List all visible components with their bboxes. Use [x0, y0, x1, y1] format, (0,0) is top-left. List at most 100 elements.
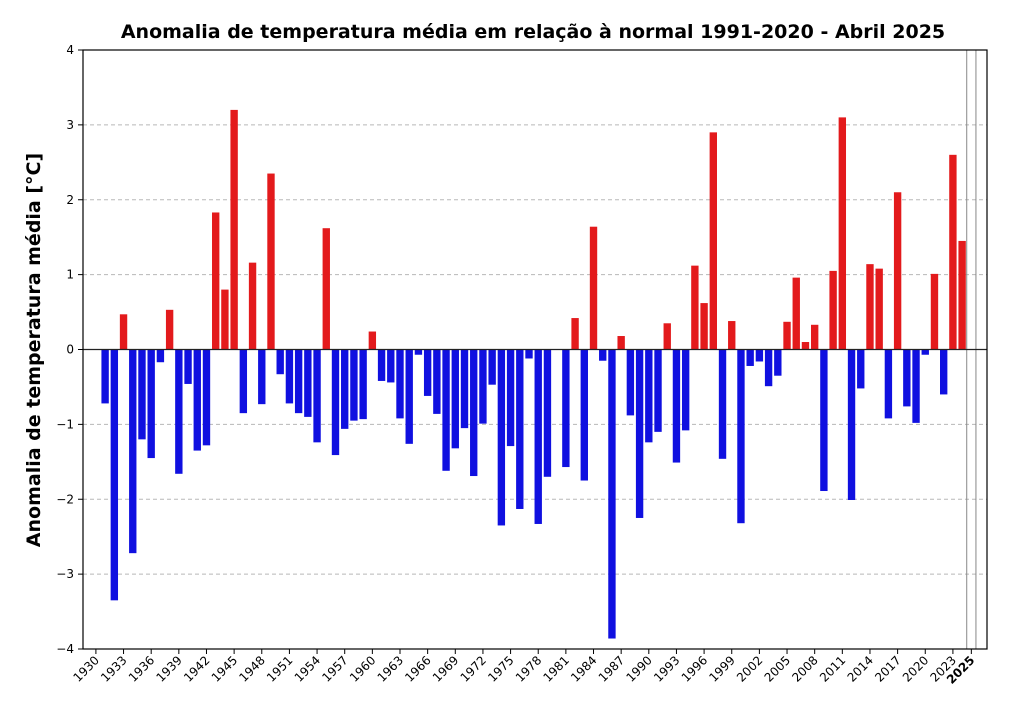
y-tick-label: −2: [56, 492, 74, 506]
x-tick-label: 1960: [347, 653, 378, 684]
bar-1945: [230, 109, 238, 350]
y-tick-label: 1: [66, 268, 74, 282]
bar-1988: [626, 349, 635, 416]
bar-2005: [783, 321, 791, 350]
bar-1937: [156, 349, 165, 363]
bar-1973: [488, 349, 496, 385]
bar-1954: [313, 349, 321, 443]
x-tick-label: 1966: [402, 653, 433, 684]
bar-2009: [820, 349, 828, 492]
bar-2010: [829, 270, 837, 350]
bar-1997: [709, 132, 717, 350]
bar-1948: [258, 349, 266, 405]
x-tick-label: 1996: [679, 653, 710, 684]
y-tick-label: −4: [56, 642, 74, 656]
bar-1965: [414, 349, 423, 355]
bar-1982: [571, 318, 579, 350]
bar-1976: [516, 349, 524, 509]
bar-2018: [903, 349, 911, 407]
x-tick-label: 1957: [319, 653, 350, 684]
x-tick-label: 2011: [817, 653, 848, 684]
bar-2024: [958, 240, 966, 350]
bar-1971: [470, 349, 478, 477]
bar-2014: [866, 264, 874, 350]
bar-1931: [101, 349, 109, 404]
x-tick-label: 1981: [540, 653, 571, 684]
x-tick-label: 1933: [98, 653, 129, 684]
x-tick-label: 1954: [292, 653, 323, 684]
bar-1962: [387, 349, 395, 383]
y-tick-label: −1: [56, 417, 74, 431]
bar-1983: [580, 349, 588, 481]
x-axis: 1930193319361939194219451948195119541957…: [71, 649, 977, 687]
y-axis: −4 −3 −2 −1 0 1 2 3 4: [56, 43, 83, 656]
x-tick-label: 1948: [236, 653, 267, 684]
bars: [101, 109, 966, 639]
bar-1989: [635, 349, 644, 518]
x-tick-label: 1969: [430, 653, 461, 684]
bar-1943: [212, 212, 220, 350]
y-axis-label: Anomalia de temperatura média [°C]: [23, 153, 45, 547]
bar-2015: [875, 268, 883, 350]
bar-1936: [147, 349, 155, 459]
bar-1964: [405, 349, 413, 444]
x-tick-label: 2002: [734, 653, 765, 684]
bar-1956: [331, 349, 340, 456]
bar-1978: [534, 349, 542, 524]
bar-1949: [267, 173, 275, 350]
chart-title: Anomalia de temperatura média em relação…: [121, 21, 945, 43]
bar-2016: [884, 349, 893, 419]
bar-1987: [617, 336, 625, 350]
x-tick-label: 1963: [375, 653, 406, 684]
bar-1992: [663, 323, 671, 350]
bar-1999: [728, 321, 736, 350]
y-tick-label: 2: [66, 193, 74, 207]
bar-1985: [599, 349, 607, 361]
bar-1950: [276, 349, 284, 375]
y-tick-label: 0: [66, 343, 74, 357]
bar-1947: [248, 262, 257, 350]
bar-1996: [700, 303, 708, 350]
bar-1970: [460, 349, 469, 429]
bar-2003: [764, 349, 773, 387]
x-tick-label: 1939: [153, 653, 184, 684]
y-tick-label: −3: [56, 567, 74, 581]
bar-1968: [442, 349, 450, 471]
bar-1963: [396, 349, 404, 419]
bar-2002: [755, 349, 764, 362]
bar-1939: [175, 349, 183, 474]
bar-1966: [423, 349, 432, 396]
bar-1977: [525, 349, 533, 359]
bar-2001: [746, 349, 754, 366]
bar-1959: [359, 349, 367, 420]
bar-1975: [506, 349, 515, 447]
bar-1938: [165, 309, 174, 350]
bar-1961: [377, 349, 386, 381]
bar-2022: [940, 349, 948, 395]
bar-2021: [930, 273, 939, 350]
bar-1986: [608, 349, 616, 639]
y-tick-label: 4: [66, 43, 74, 57]
bar-2008: [810, 324, 819, 350]
x-tick-label: 1990: [623, 653, 654, 684]
bar-2006: [792, 277, 800, 350]
bar-1941: [193, 349, 201, 451]
bar-1940: [184, 349, 192, 384]
bar-1935: [138, 349, 146, 440]
x-tick-label: 2008: [789, 653, 820, 684]
x-tick-label: 1945: [209, 653, 240, 684]
bar-1991: [654, 349, 662, 432]
x-tick-label: 2005: [762, 653, 793, 684]
bar-1934: [129, 349, 137, 554]
x-tick-label: 1993: [651, 653, 682, 684]
bar-1946: [239, 349, 248, 414]
bar-1974: [497, 349, 506, 526]
bar-1942: [202, 349, 211, 446]
bar-2011: [838, 117, 847, 350]
bar-1979: [543, 349, 552, 477]
bar-1969: [451, 349, 459, 449]
bar-2012: [847, 349, 856, 500]
x-tick-label: 2017: [872, 653, 903, 684]
bar-1932: [110, 349, 119, 601]
